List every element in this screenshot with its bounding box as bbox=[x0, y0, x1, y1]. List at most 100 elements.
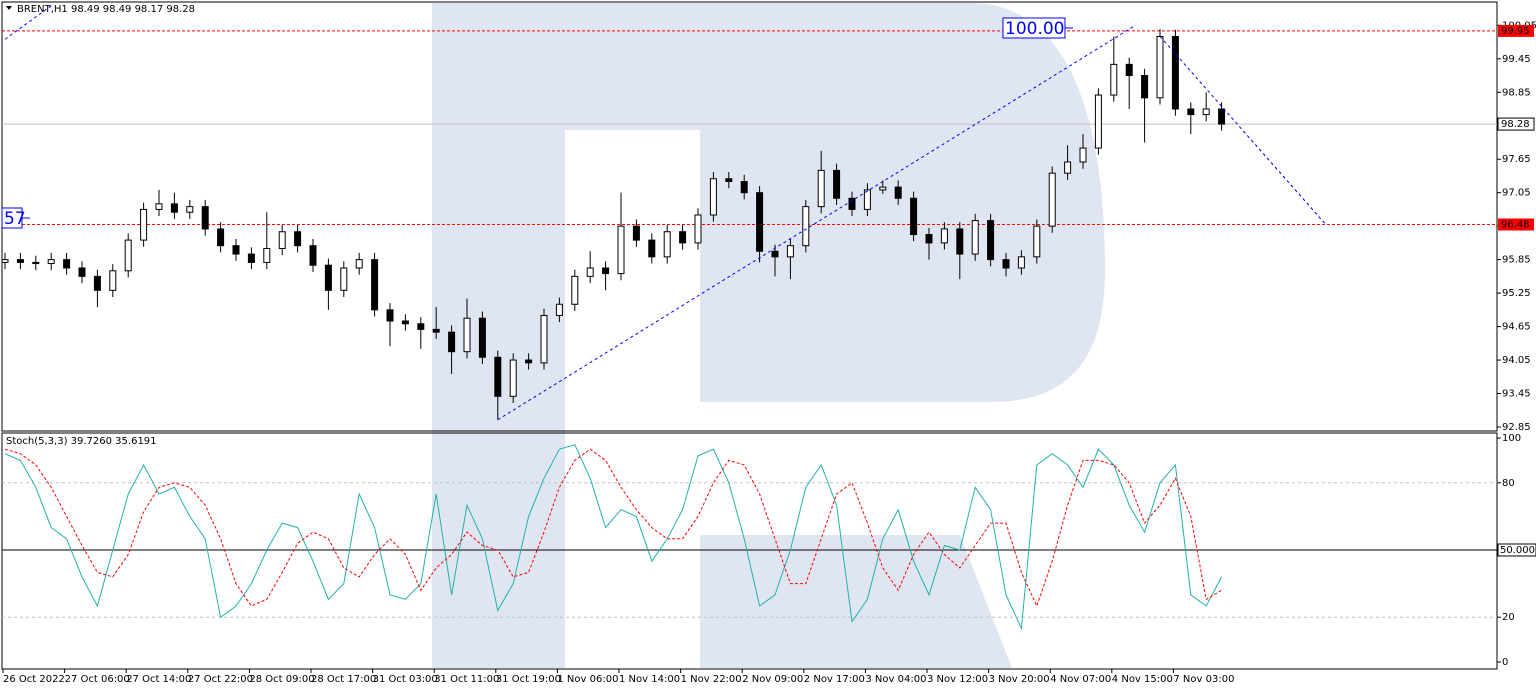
candle-body bbox=[709, 178, 717, 216]
level-price-box bbox=[1498, 218, 1534, 231]
candle-body bbox=[16, 259, 24, 263]
candle-body bbox=[940, 228, 948, 244]
candle-body bbox=[848, 197, 856, 210]
price-title: BRENT,H1 98.49 98.49 98.17 98.28 bbox=[17, 4, 195, 15]
candle-body bbox=[1156, 35, 1164, 99]
candle-body bbox=[109, 270, 117, 291]
watermark bbox=[432, 3, 1105, 668]
y-tick-label: 95.85 bbox=[1502, 255, 1531, 266]
x-tick-label: 1 Nov 22:00 bbox=[681, 674, 742, 685]
candle-body bbox=[1, 259, 9, 263]
x-tick-label: 27 Oct 22:00 bbox=[188, 674, 253, 685]
candle-body bbox=[1064, 161, 1072, 174]
x-tick-label: 26 Oct 2022 bbox=[3, 674, 65, 685]
candle-body bbox=[201, 206, 209, 230]
stoch-line bbox=[4, 444, 1223, 631]
y-tick-label: 0 bbox=[1502, 657, 1508, 668]
x-tick-label: 28 Oct 17:00 bbox=[311, 674, 376, 685]
stoch-title: Stoch(5,3,3) 39.7260 35.6191 bbox=[6, 436, 157, 447]
candle-body bbox=[432, 328, 440, 333]
candle-body bbox=[525, 359, 533, 364]
y-tick-label: 92.85 bbox=[1502, 422, 1531, 433]
candle-body bbox=[910, 197, 918, 236]
candle-body bbox=[1094, 94, 1102, 149]
candle-body bbox=[1187, 108, 1195, 116]
x-tick-label: 31 Oct 19:00 bbox=[496, 674, 561, 685]
candle-body bbox=[278, 231, 286, 249]
x-tick-label: 28 Oct 09:00 bbox=[249, 674, 314, 685]
candle-body bbox=[771, 250, 779, 258]
level-label: 50.0000 bbox=[1500, 545, 1536, 556]
watermark-leg bbox=[700, 535, 1012, 668]
candle-body bbox=[1017, 256, 1025, 269]
candle-body bbox=[448, 331, 456, 353]
candle-body bbox=[879, 186, 887, 191]
candle-body bbox=[263, 247, 271, 263]
candle-body bbox=[694, 214, 702, 244]
candle-body bbox=[1171, 35, 1179, 110]
y-tick-label: 97.65 bbox=[1502, 154, 1531, 165]
level-box bbox=[1497, 543, 1536, 557]
x-tick-label: 3 Nov 12:00 bbox=[927, 674, 988, 685]
candle-body bbox=[648, 239, 656, 258]
candle-body bbox=[509, 359, 517, 397]
candle-body bbox=[355, 259, 363, 269]
candle-body bbox=[386, 309, 394, 322]
candle-body bbox=[170, 203, 178, 213]
candle-body bbox=[247, 253, 255, 263]
candle-body bbox=[478, 317, 486, 358]
candle-body bbox=[294, 231, 302, 247]
annotation: 57 bbox=[4, 209, 26, 229]
title-triangle bbox=[6, 6, 12, 10]
stoch-panel-frame bbox=[1, 432, 1498, 670]
candle-body bbox=[1202, 108, 1210, 116]
candle-body bbox=[925, 234, 933, 244]
candle-body bbox=[602, 267, 610, 275]
y-tick-label: 94.65 bbox=[1502, 322, 1531, 333]
candle-body bbox=[1079, 147, 1087, 163]
y-tick-label: 93.45 bbox=[1502, 389, 1531, 400]
candle-body bbox=[217, 228, 225, 247]
candle-body bbox=[740, 181, 748, 194]
x-tick-label: 1 Nov 06:00 bbox=[557, 674, 618, 685]
candle-body bbox=[47, 259, 55, 265]
candle-body bbox=[786, 245, 794, 258]
candle-body bbox=[802, 206, 810, 247]
y-tick-label: 97.05 bbox=[1502, 188, 1531, 199]
candle-body bbox=[155, 203, 163, 210]
level-price-label: 96.48 bbox=[1501, 219, 1530, 230]
candle-body bbox=[663, 231, 671, 258]
annotation: 100.00 bbox=[1005, 19, 1064, 39]
x-tick-label: 2 Nov 09:00 bbox=[742, 674, 803, 685]
y-tick-label: 80 bbox=[1502, 478, 1515, 489]
candle-body bbox=[1110, 63, 1118, 96]
candle-body bbox=[571, 275, 579, 305]
y-tick-label: 100 bbox=[1502, 433, 1521, 444]
candle-body bbox=[32, 261, 40, 265]
candle-body bbox=[679, 231, 687, 244]
y-tick-label: 95.25 bbox=[1502, 288, 1531, 299]
candle-body bbox=[540, 314, 548, 364]
candle-body bbox=[124, 239, 132, 272]
x-tick-label: 27 Oct 14:00 bbox=[126, 674, 191, 685]
candle-body bbox=[309, 245, 317, 266]
candle-body bbox=[817, 169, 825, 208]
y-tick-label: 99.45 bbox=[1502, 54, 1531, 65]
x-tick-label: 1 Nov 14:00 bbox=[619, 674, 680, 685]
level-price-label: 99.95 bbox=[1501, 26, 1530, 37]
level-price-label: 98.28 bbox=[1501, 119, 1530, 130]
candle-body bbox=[63, 259, 71, 269]
candle-body bbox=[956, 228, 964, 255]
x-tick-label: 3 Nov 04:00 bbox=[865, 674, 926, 685]
y-tick-label: 98.85 bbox=[1502, 87, 1531, 98]
candle-body bbox=[78, 267, 86, 277]
trendline bbox=[497, 24, 1136, 421]
x-tick-label: 4 Nov 07:00 bbox=[1050, 674, 1111, 685]
candle-body bbox=[632, 225, 640, 241]
y-tick-label: 94.05 bbox=[1502, 355, 1531, 366]
candle-body bbox=[1125, 63, 1133, 77]
candle-body bbox=[555, 303, 563, 316]
candle-body bbox=[232, 245, 240, 255]
trendline bbox=[1159, 36, 1326, 224]
